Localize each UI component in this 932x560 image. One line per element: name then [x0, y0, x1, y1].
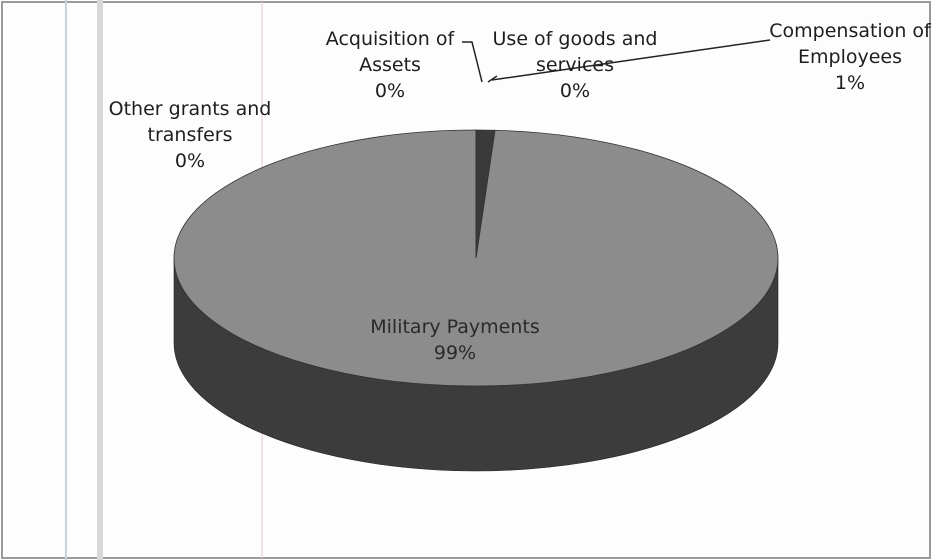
value-label: 99% [433, 342, 477, 364]
slice-label: Acquisition of Assets 0% [305, 26, 475, 104]
pie-slice [475, 129, 496, 259]
value-label: 0% [559, 80, 591, 102]
slice-label: Use of goods and services 0% [490, 26, 660, 104]
leader-line [462, 41, 483, 83]
value-label: 1% [834, 72, 866, 94]
slice-label: Compensation of Employees 1% [760, 18, 932, 96]
value-label: 0% [374, 80, 406, 102]
category-label: Compensation of Employees [769, 20, 931, 68]
leader-line [487, 75, 498, 83]
slice-label: Other grants and transfers 0% [100, 96, 280, 174]
leader-line [491, 39, 771, 81]
pie [173, 129, 779, 472]
category-label: Other grants and transfers [108, 98, 272, 146]
category-label: Acquisition of Assets [325, 28, 455, 76]
category-label: Use of goods and services [492, 28, 658, 76]
category-label: Military Payments [370, 316, 540, 338]
value-label: 0% [174, 150, 206, 172]
slice-label: Military Payments 99% [345, 314, 565, 366]
